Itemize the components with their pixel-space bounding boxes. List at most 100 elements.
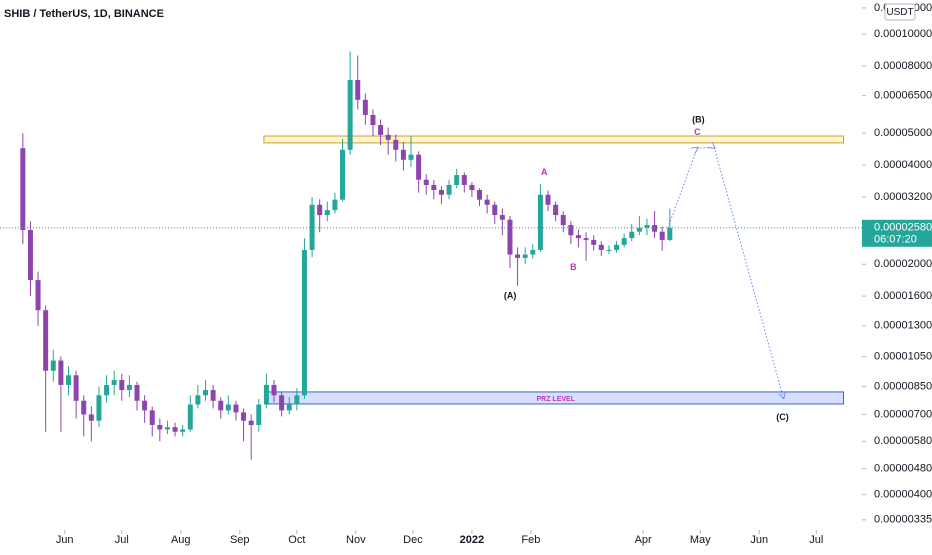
wave-label: (C) [776,412,789,422]
candle-body [598,244,604,250]
wave-label: (B) [692,114,705,124]
candle-body [568,225,574,236]
candle-body [454,175,460,185]
candle-body [659,231,665,240]
candle-body [499,215,505,220]
candle-body [575,235,581,239]
chart-title: SHIB / TetherUS, 1D, BINANCE [4,8,164,20]
candle-body [142,400,148,411]
candle-body [294,395,300,405]
candle-body [195,395,201,405]
last-price-label: 0.00002580 [874,222,932,234]
candle-body [256,404,262,425]
candle-body [621,238,627,245]
candle-body [35,280,41,311]
y-tick-label: 0.00004000 [874,159,932,171]
candle-body [492,204,498,216]
candle-body [378,125,384,135]
candle-body [545,194,551,205]
candle-body [20,148,26,231]
candle-body [477,189,483,200]
y-tick-label: 0.00010000 [874,28,932,40]
y-tick-label: 0.00008000 [874,60,932,72]
currency-badge [884,3,916,21]
x-tick-label: Nov [346,534,366,546]
candle-body [172,427,178,432]
candle-body [317,204,323,216]
candle-body [606,249,612,251]
candle-body [187,404,193,430]
y-tick-label: 0.00000700 [874,408,932,420]
candle-body [515,254,521,258]
candle-body [652,225,658,232]
x-tick-label: Jun [56,534,74,546]
candle-body [591,239,597,245]
candle-body [248,420,254,425]
candle-body [73,375,79,401]
candle-body [324,210,330,216]
candle-body [286,404,292,411]
candle-body [355,79,361,100]
x-tick-label: Jul [115,534,129,546]
candle-body [530,249,536,255]
y-tick-label: 0.00006500 [874,90,932,102]
candle-body [66,375,72,385]
candle-body [636,227,642,232]
candle-body [203,390,209,396]
candle-body [431,184,437,190]
y-tick-label: 0.00000480 [874,462,932,474]
candle-body [537,194,543,250]
candle-body [423,179,429,185]
candle-body [126,384,132,391]
candle-body [157,424,163,430]
candle-body [88,414,94,421]
candle-body [507,219,513,255]
candle-body [408,154,414,160]
y-tick-label: 0.00000850 [874,381,932,393]
candle-body [370,114,376,126]
wave-label: A [541,167,548,177]
zone [263,135,845,144]
x-tick-label: Dec [403,534,423,546]
candle-body [225,404,231,411]
candle-body [583,238,589,240]
candle-body [50,360,56,371]
x-tick-label: Sep [230,534,250,546]
wave-label: (A) [504,291,517,301]
candle-body [385,134,391,140]
candle-body [134,384,140,401]
candle-body [400,149,406,160]
x-tick-label: Oct [288,534,305,546]
candle-body [180,429,186,432]
candle-body [27,230,33,281]
y-tick-label: 0.00005000 [874,127,932,139]
candle-body [271,384,277,396]
candle-body [484,199,490,205]
wave-label: B [570,262,577,272]
candle-body [233,404,239,413]
y-tick-label: 0.00003200 [874,191,932,203]
candle-body [522,254,528,258]
candle-body [438,189,444,195]
countdown-label: 06:07:20 [874,234,917,246]
x-tick-label: Jul [809,534,823,546]
candle-body [104,384,110,396]
x-tick-label: 2022 [460,534,484,546]
y-tick-label: 0.00001050 [874,350,932,362]
last-price-box [862,219,932,247]
candle-body [667,227,673,240]
candle-body [393,139,399,150]
candle-body [362,99,368,115]
candle-body [560,215,566,226]
y-tick-label: 0.00001300 [874,320,932,332]
candle-body [644,225,650,228]
x-tick-label: Aug [171,534,191,546]
candle-body [340,149,346,200]
candle-body [164,427,170,430]
currency-label: USDT [886,7,913,18]
candle-body [263,384,269,405]
y-tick-label: 0.00000580 [874,435,932,447]
candle-body [111,380,117,385]
x-tick-label: Feb [521,534,540,546]
